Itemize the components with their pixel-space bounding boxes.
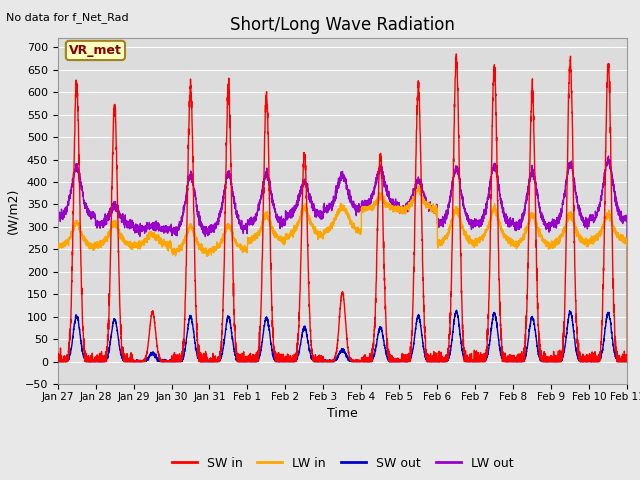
Title: Short/Long Wave Radiation: Short/Long Wave Radiation (230, 16, 455, 34)
Text: No data for f_Net_Rad: No data for f_Net_Rad (6, 12, 129, 23)
Text: VR_met: VR_met (69, 44, 122, 57)
Y-axis label: (W/m2): (W/m2) (6, 188, 19, 234)
Legend: SW in, LW in, SW out, LW out: SW in, LW in, SW out, LW out (166, 452, 518, 475)
X-axis label: Time: Time (327, 407, 358, 420)
